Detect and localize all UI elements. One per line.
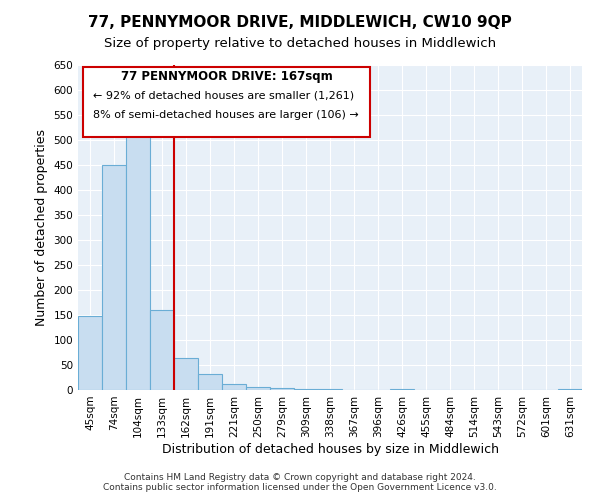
Bar bbox=[102, 165, 126, 390]
Text: Contains HM Land Registry data © Crown copyright and database right 2024.
Contai: Contains HM Land Registry data © Crown c… bbox=[103, 473, 497, 492]
Text: 77, PENNYMOOR DRIVE, MIDDLEWICH, CW10 9QP: 77, PENNYMOOR DRIVE, MIDDLEWICH, CW10 9Q… bbox=[88, 15, 512, 30]
Bar bbox=[198, 374, 222, 390]
Text: 77 PENNYMOOR DRIVE: 167sqm: 77 PENNYMOOR DRIVE: 167sqm bbox=[121, 70, 332, 83]
Bar bbox=[150, 310, 174, 390]
Text: 8% of semi-detached houses are larger (106) →: 8% of semi-detached houses are larger (1… bbox=[93, 110, 359, 120]
Text: ← 92% of detached houses are smaller (1,261): ← 92% of detached houses are smaller (1,… bbox=[93, 91, 354, 101]
Bar bbox=[390, 388, 414, 390]
Bar bbox=[246, 386, 270, 390]
X-axis label: Distribution of detached houses by size in Middlewich: Distribution of detached houses by size … bbox=[161, 442, 499, 456]
Bar bbox=[222, 384, 246, 390]
Bar bbox=[174, 358, 198, 390]
Bar bbox=[294, 388, 318, 390]
Y-axis label: Number of detached properties: Number of detached properties bbox=[35, 129, 48, 326]
Text: Size of property relative to detached houses in Middlewich: Size of property relative to detached ho… bbox=[104, 38, 496, 51]
Bar bbox=[318, 389, 342, 390]
Bar bbox=[270, 388, 294, 390]
FancyBboxPatch shape bbox=[83, 66, 370, 136]
Bar bbox=[126, 136, 150, 390]
Bar bbox=[78, 316, 102, 390]
Bar bbox=[558, 388, 582, 390]
